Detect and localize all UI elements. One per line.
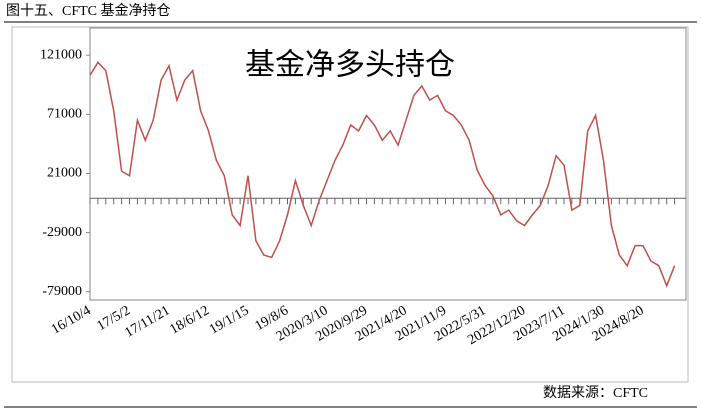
y-tick-label: 71000 [47, 107, 82, 122]
data-line [89, 61, 676, 288]
y-tick-label: 21000 [47, 166, 82, 181]
y-tick-label: -79000 [42, 284, 82, 299]
chart-frame [11, 26, 689, 383]
x-tick-label: 19/1/15 [207, 303, 252, 337]
x-tick-label: 18/6/12 [168, 303, 213, 337]
y-tick-label: 121000 [40, 47, 82, 62]
x-tick-label: 16/10/4 [49, 303, 94, 337]
plot-frame [89, 27, 687, 301]
x-tick-label: 17/11/21 [122, 303, 172, 341]
y-tick-label: -29000 [42, 225, 82, 240]
chart-title: 基金净多头持仓 [245, 48, 455, 83]
source: 数据来源：CFTC [543, 385, 648, 401]
page-title: 图十五、CFTC 基金净持仓 [6, 2, 171, 19]
